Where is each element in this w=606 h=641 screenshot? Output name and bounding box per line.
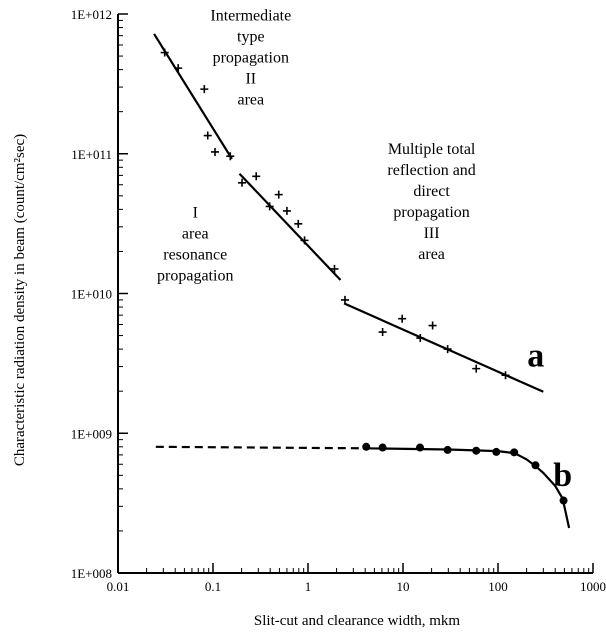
x-tick-label: 10 [397, 579, 410, 594]
data-point-b [362, 442, 371, 451]
data-point-b [416, 443, 425, 452]
region-annotation-2: area [182, 225, 209, 242]
data-point-a [378, 328, 387, 337]
data-point-a [501, 371, 510, 380]
data-point-a [443, 345, 452, 354]
region-annotation-3: reflection and [387, 162, 475, 179]
data-point-a [174, 64, 183, 73]
region-annotation-3: Multiple total [388, 141, 476, 158]
x-tick-label: 0.1 [205, 579, 221, 594]
region-annotation-3: propagation [393, 204, 469, 221]
region-annotation-2: I [193, 204, 198, 221]
y-tick-label: 1E+012 [71, 7, 112, 22]
x-tick-label: 0.01 [107, 579, 130, 594]
data-point-a [211, 147, 220, 156]
y-tick-label: 1E+009 [71, 426, 112, 441]
data-point-a [274, 190, 283, 199]
data-point-a [472, 364, 481, 373]
data-point-a [252, 172, 261, 181]
data-point-a [416, 334, 425, 343]
region-annotation-1: propagation [213, 49, 289, 66]
data-point-a [340, 295, 349, 304]
data-point-b [510, 448, 519, 457]
data-point-b [531, 461, 540, 470]
region-annotation-1: type [237, 28, 265, 45]
x-tick-label: 1000 [580, 579, 606, 594]
y-tick-label: 1E+008 [71, 566, 112, 581]
data-point-b [492, 447, 501, 456]
region-annotation-1: Intermediate [210, 7, 291, 24]
data-point-a [294, 219, 303, 228]
data-point-b [378, 443, 387, 452]
data-point-b [559, 496, 568, 505]
fit-line-a [238, 172, 342, 281]
x-tick-label: 100 [488, 579, 508, 594]
axes [117, 13, 594, 574]
x-axis-title: Slit-cut and clearance width, mkm [254, 613, 461, 629]
data-point-a [226, 152, 235, 161]
series-label-b: b [553, 457, 572, 494]
data-point-a [200, 85, 209, 94]
data-point-a [160, 48, 169, 57]
fit-line-b [365, 447, 571, 529]
fit-line-a [153, 33, 233, 160]
data-point-a [238, 178, 247, 187]
y-tick-label: 1E+010 [71, 287, 112, 302]
x-tick-label: 1 [305, 579, 312, 594]
data-point-a [203, 131, 212, 140]
chart-text: Slit-cut and clearance width, mkm Charac… [12, 7, 606, 629]
region-annotation-3: III [424, 225, 440, 242]
y-axis-title: Characteristic radiation density in beam… [12, 134, 28, 466]
data-point-b [472, 446, 481, 455]
region-annotation-3: direct [413, 183, 450, 200]
y-tick-label: 1E+011 [71, 147, 112, 162]
data-point-b [443, 445, 452, 454]
data-point-a [330, 264, 339, 273]
region-annotation-2: resonance [163, 246, 227, 263]
region-annotation-1: area [237, 91, 264, 108]
data-markers [160, 48, 568, 505]
fit-line-a [343, 302, 544, 393]
series-label-a: a [527, 338, 544, 375]
data-point-a [428, 321, 437, 330]
data-point-a [300, 236, 309, 245]
fit-line-b [155, 445, 366, 450]
data-point-a [398, 314, 407, 323]
data-point-a [282, 206, 291, 215]
data-point-a [265, 202, 274, 211]
region-annotation-1: II [245, 70, 256, 87]
region-annotation-2: propagation [157, 267, 233, 284]
region-annotation-3: area [418, 246, 445, 263]
